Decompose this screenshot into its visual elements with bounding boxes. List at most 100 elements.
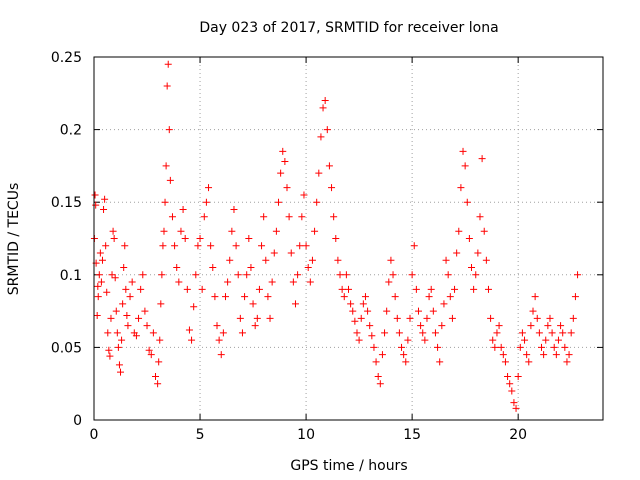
data-point — [391, 293, 399, 301]
data-point — [190, 303, 198, 311]
data-point — [139, 271, 147, 279]
data-point — [332, 235, 340, 242]
data-point — [491, 343, 499, 351]
data-point — [414, 307, 422, 315]
data-point — [455, 227, 463, 235]
y-tick-label: 0.1 — [60, 268, 82, 284]
data-point — [183, 285, 191, 293]
data-point — [110, 235, 118, 242]
data-point — [395, 329, 403, 337]
data-point — [518, 329, 526, 337]
data-point — [404, 336, 412, 344]
data-point — [514, 372, 522, 380]
y-tick-label: 0.2 — [60, 123, 82, 139]
data-point — [108, 271, 116, 279]
data-point — [236, 314, 244, 322]
data-point — [118, 336, 126, 344]
data-point — [480, 227, 488, 235]
data-point — [313, 198, 321, 206]
data-point — [121, 242, 129, 250]
plot-frame — [93, 56, 604, 421]
data-point — [387, 256, 395, 264]
data-point — [200, 213, 208, 221]
y-tick-label: 0.05 — [51, 340, 82, 356]
data-point — [302, 242, 310, 250]
data-point — [185, 326, 193, 334]
data-point — [294, 271, 302, 279]
data-point — [364, 307, 372, 315]
data-point — [567, 329, 575, 337]
data-point — [238, 329, 246, 337]
data-point — [372, 358, 380, 366]
data-point — [287, 249, 295, 257]
data-point — [499, 351, 507, 359]
data-point — [400, 351, 408, 359]
data-point — [561, 343, 569, 351]
data-point — [351, 317, 359, 325]
data-point — [355, 336, 363, 344]
data-point — [149, 329, 157, 337]
data-point — [262, 256, 270, 264]
data-point — [383, 307, 391, 315]
data-point — [436, 358, 444, 366]
data-point — [119, 300, 127, 308]
data-point — [111, 274, 119, 282]
data-point — [463, 198, 471, 206]
data-point — [525, 358, 533, 366]
data-point — [122, 285, 130, 293]
data-point — [408, 271, 416, 279]
data-point — [361, 293, 369, 301]
data-point — [550, 343, 558, 351]
data-point — [279, 147, 287, 155]
data-point — [135, 314, 143, 322]
data-point — [120, 264, 128, 272]
data-point — [465, 235, 473, 242]
data-point — [381, 329, 389, 337]
data-point — [410, 242, 418, 250]
data-point — [196, 235, 204, 242]
data-point — [306, 278, 314, 286]
data-point — [132, 332, 140, 340]
data-point — [224, 278, 232, 286]
data-point — [334, 256, 342, 264]
data-point — [482, 256, 490, 264]
data-point — [162, 162, 170, 170]
data-point — [253, 314, 261, 322]
data-point — [321, 97, 329, 105]
data-point — [117, 368, 125, 376]
data-point — [255, 285, 263, 293]
data-point — [304, 264, 312, 272]
data-point — [266, 314, 274, 322]
data-point — [249, 300, 257, 308]
data-point — [96, 249, 104, 257]
data-point — [289, 278, 297, 286]
data-point — [308, 256, 316, 264]
data-point — [100, 205, 108, 213]
data-point — [425, 293, 433, 301]
y-tick-label: 0.25 — [51, 50, 82, 66]
data-point — [497, 343, 505, 351]
data-point — [484, 285, 492, 293]
data-point — [569, 314, 577, 322]
data-point — [277, 169, 285, 177]
data-point — [554, 336, 562, 344]
data-point — [448, 314, 456, 322]
data-point — [268, 278, 276, 286]
data-point — [323, 126, 331, 134]
data-point — [202, 198, 210, 206]
data-point — [487, 314, 495, 322]
data-point — [281, 158, 289, 166]
data-point — [163, 82, 171, 90]
data-point — [106, 352, 114, 360]
data-point — [230, 205, 238, 213]
data-point — [419, 329, 427, 337]
x-tick-label: 0 — [90, 427, 99, 443]
data-point — [264, 293, 272, 301]
data-point — [194, 242, 202, 250]
data-point — [145, 346, 153, 354]
data-point — [300, 191, 308, 199]
data-point — [157, 300, 165, 308]
data-point — [241, 293, 249, 301]
data-point — [385, 278, 393, 286]
data-point — [147, 351, 155, 359]
